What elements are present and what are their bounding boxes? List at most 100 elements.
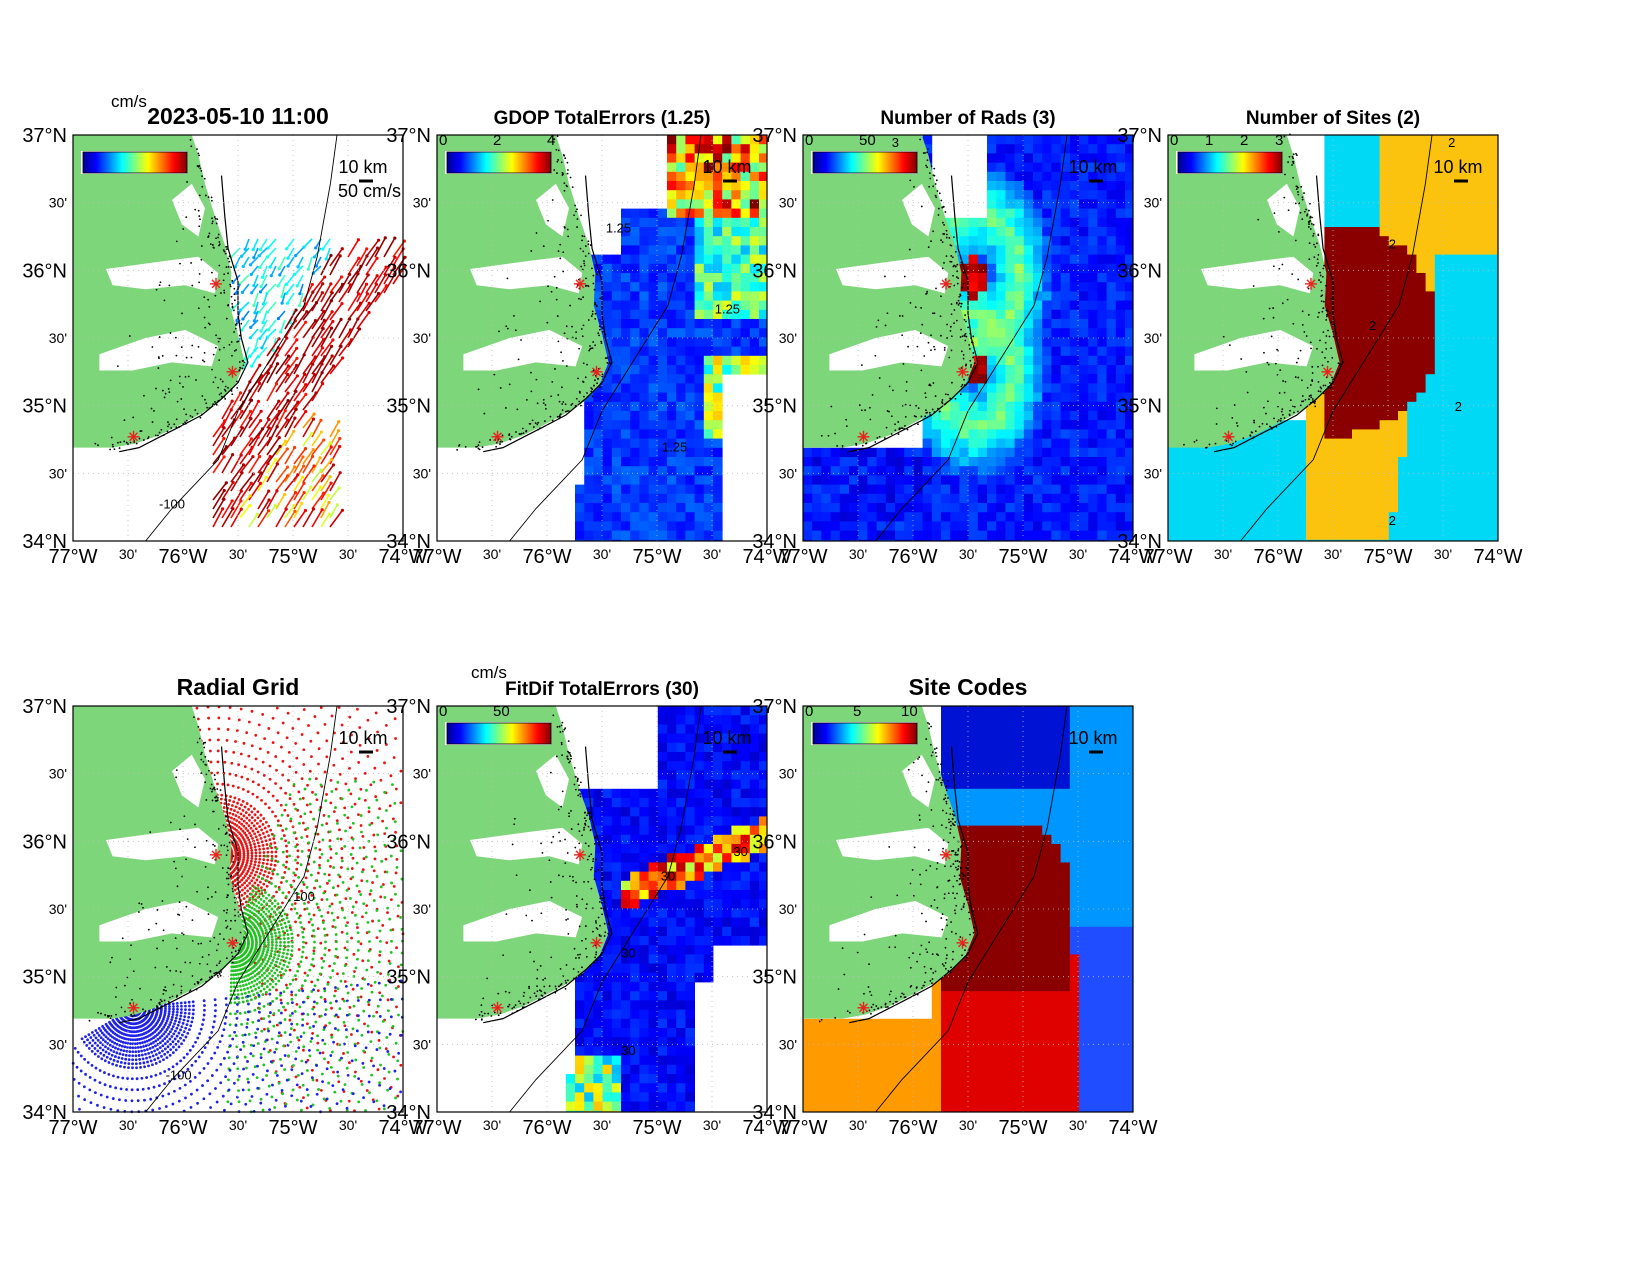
field-cell (685, 401, 695, 412)
field-cell (1352, 401, 1362, 412)
field-cell (703, 135, 714, 145)
field-cell (657, 319, 668, 329)
coast-dot (877, 319, 880, 322)
field-cell (685, 245, 695, 255)
current-vector (221, 400, 233, 420)
field-cell (913, 457, 923, 467)
field-cell (1434, 273, 1445, 283)
vector-head (375, 246, 380, 250)
coast-dot (874, 354, 877, 357)
field-cell (1480, 135, 1491, 145)
coast-dot (1292, 162, 1295, 165)
field-cell (1214, 447, 1224, 458)
field-cell (922, 475, 933, 485)
field-cell (1005, 217, 1015, 228)
field-cell (996, 217, 1006, 228)
field-cell (1480, 291, 1491, 301)
field-cell (676, 144, 686, 154)
field-cell (1361, 217, 1371, 228)
field-cell (803, 447, 813, 458)
current-vector (261, 265, 268, 278)
field-cell (977, 245, 988, 255)
coast-dot (182, 386, 184, 388)
field-cell (759, 291, 767, 301)
coast-dot (1328, 335, 1331, 338)
field-cell (685, 484, 695, 495)
coast-dot (155, 387, 157, 390)
field-cell (1296, 503, 1307, 513)
field-cell (713, 273, 723, 283)
field-cell (1361, 447, 1371, 458)
field-cell (1342, 273, 1353, 283)
field-cell (1106, 319, 1117, 329)
field-cell (611, 282, 622, 292)
field-cell (1186, 466, 1196, 476)
current-vector (249, 328, 259, 339)
field-cell (685, 475, 695, 485)
coast-dot (578, 297, 580, 300)
field-cell (1324, 392, 1334, 403)
vector-head (252, 283, 256, 288)
field-cell (1480, 245, 1491, 255)
field-cell (722, 282, 732, 292)
field-cell (1106, 346, 1117, 357)
field-cell (593, 512, 603, 522)
coast-dot (926, 290, 929, 293)
field-cell (1361, 411, 1371, 421)
field-cell (703, 401, 714, 412)
field-cell (1370, 282, 1380, 292)
colorbar-tick: 3 (1275, 132, 1283, 149)
field-cell (1051, 337, 1061, 347)
field-cell (1014, 521, 1025, 531)
field-cell (1250, 457, 1261, 467)
coast-dot (1309, 228, 1312, 230)
current-vector (260, 274, 268, 287)
vector-head (293, 416, 297, 420)
field-cell (1177, 530, 1187, 541)
field-cell (987, 401, 997, 412)
field-cell (1388, 181, 1399, 191)
coast-dot (1294, 239, 1297, 242)
coast-dot (1193, 440, 1196, 443)
field-cell (1444, 282, 1454, 292)
field-cell (987, 208, 997, 219)
field-cell (1005, 135, 1015, 145)
vector-head (331, 319, 335, 324)
coast-dot (1195, 439, 1198, 442)
vector-head (392, 273, 397, 277)
field-cell (1342, 484, 1353, 495)
field-cell (1480, 227, 1491, 237)
field-cell (1416, 263, 1426, 274)
coast-dot (956, 282, 959, 285)
field-cell (611, 475, 622, 485)
field-cell (1342, 420, 1353, 430)
field-cell (1324, 401, 1334, 412)
coast-dot (587, 243, 590, 246)
lat-tick-label: 30' (49, 195, 67, 211)
coast-dot (953, 322, 955, 325)
coast-dot (577, 377, 579, 380)
field-cell (996, 309, 1006, 320)
field-cell (1115, 484, 1126, 495)
field-cell (1434, 135, 1445, 145)
coast-dot (940, 199, 943, 202)
field-cell (941, 521, 951, 531)
current-vector (284, 390, 297, 411)
current-vector (311, 347, 324, 366)
coast-dot (1282, 380, 1284, 382)
field-cell (968, 236, 979, 246)
field-cell (703, 521, 714, 531)
field-cell (977, 512, 988, 522)
field-cell (1342, 227, 1353, 237)
field-cell (996, 374, 1006, 384)
field-cell (1033, 355, 1043, 366)
field-cell (639, 300, 649, 311)
coast-dot (950, 313, 953, 316)
field-cell (694, 346, 705, 357)
coast-dot (545, 407, 547, 410)
field-cell (1060, 401, 1071, 412)
field-cell (1333, 282, 1344, 292)
field-cell (639, 466, 649, 476)
field-cell (858, 484, 868, 495)
field-cell (1398, 530, 1408, 541)
